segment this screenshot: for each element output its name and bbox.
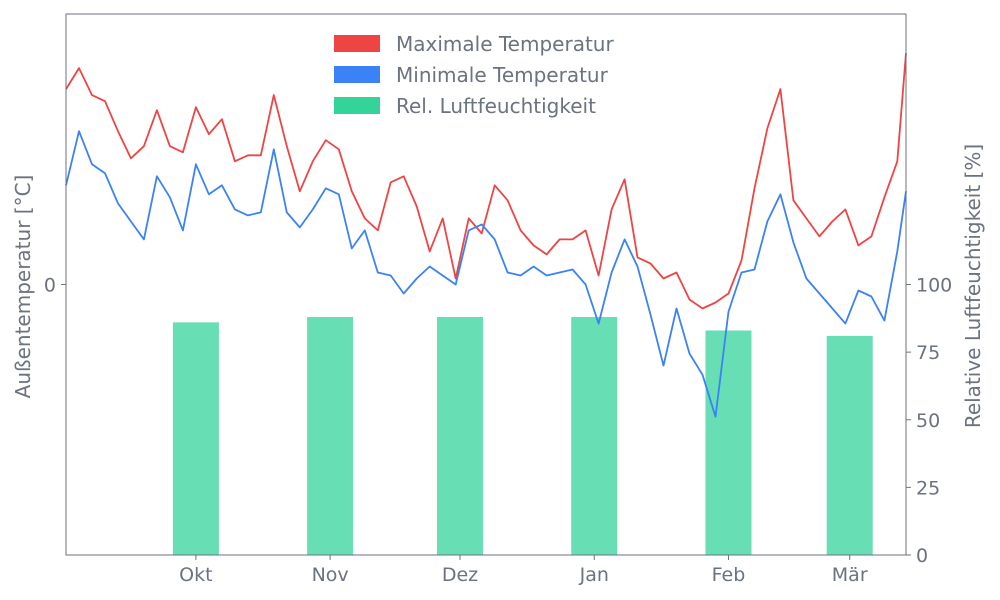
right-tick-label: 25: [916, 477, 940, 499]
left-tick-label: 0: [44, 275, 56, 297]
x-tick-label: Mär: [832, 564, 868, 586]
humidity-bar-jan: [571, 316, 618, 555]
humidity-bar-dez: [437, 316, 484, 555]
humidity-bar-feb: [705, 330, 752, 555]
right-tick-label: 0: [916, 545, 928, 567]
x-tick-label: Nov: [312, 564, 349, 586]
legend: Maximale Temperatur Minimale Temperatur …: [334, 32, 614, 118]
right-tick-label: 100: [916, 275, 952, 297]
right-y-axis: 0 25 50 75 100: [906, 275, 952, 567]
legend-swatch-min: [334, 66, 380, 83]
humidity-bars: [172, 316, 873, 555]
right-tick-label: 50: [916, 410, 940, 432]
humidity-bar-okt: [172, 322, 219, 555]
humidity-bar-mär: [826, 335, 873, 555]
x-tick-label: Dez: [442, 564, 478, 586]
legend-swatch-max: [334, 35, 380, 52]
left-y-axis: 0: [44, 275, 66, 297]
x-tick-label: Jan: [579, 564, 609, 586]
legend-swatch-humidity: [334, 97, 380, 114]
right-tick-label: 75: [916, 342, 940, 364]
max-temperature-line: [65, 53, 907, 310]
left-axis-label: Außentemperatur [°C]: [11, 175, 35, 399]
legend-label-humidity: Rel. Luftfeuchtigkeit: [396, 94, 596, 118]
legend-label-min: Minimale Temperatur: [396, 63, 609, 87]
right-axis-label: Relative Luftfeuchtigkeit [%]: [961, 144, 985, 428]
min-temperature-line: [65, 130, 907, 418]
humidity-bar-nov: [307, 316, 354, 555]
temperature-lines: [65, 53, 907, 418]
x-tick-label: Okt: [179, 564, 212, 586]
x-tick-label: Feb: [712, 564, 746, 586]
legend-label-max: Maximale Temperatur: [396, 32, 614, 56]
x-axis: Okt Nov Dez Jan Feb Mär: [179, 555, 868, 586]
